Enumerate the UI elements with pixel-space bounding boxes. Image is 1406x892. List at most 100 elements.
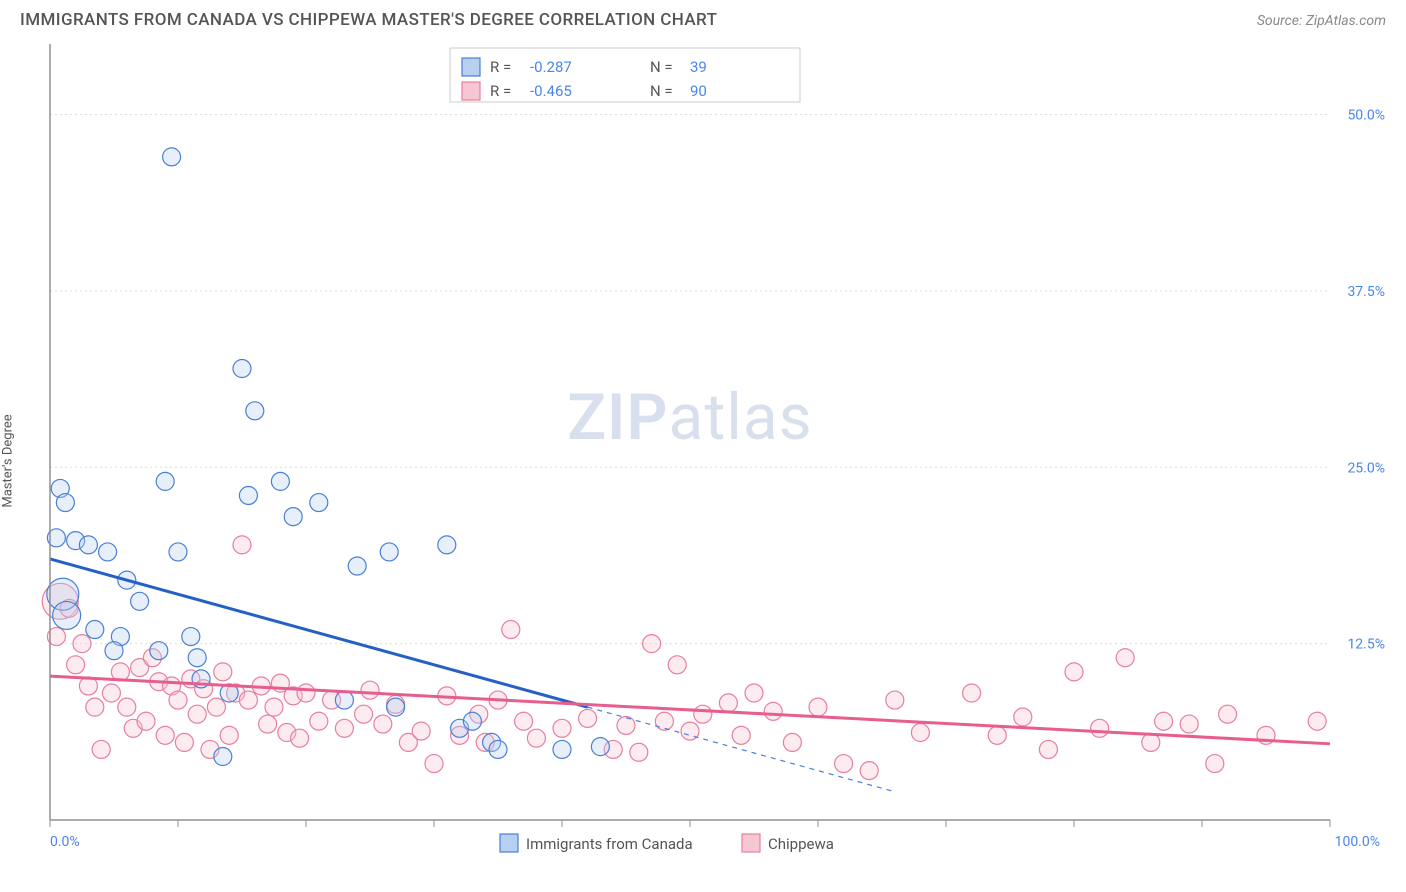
legend-swatch (500, 834, 518, 852)
plot-area: Master's Degree 12.5%25.0%37.5%50.0%ZIPa… (0, 34, 1406, 888)
data-point (86, 621, 104, 639)
data-point (79, 536, 97, 554)
data-point (374, 715, 392, 733)
data-point (553, 719, 571, 737)
data-point (643, 635, 661, 653)
data-point (764, 702, 782, 720)
data-point (489, 740, 507, 758)
legend-swatch (462, 82, 480, 100)
data-point (835, 755, 853, 773)
data-point (335, 719, 353, 737)
data-point (412, 722, 430, 740)
data-point (809, 698, 827, 716)
legend-n-label: N = (650, 58, 673, 76)
data-point (214, 748, 232, 766)
data-point (220, 726, 238, 744)
data-point (188, 705, 206, 723)
data-point (335, 691, 353, 709)
data-point (131, 592, 149, 610)
data-point (438, 536, 456, 554)
data-point (988, 726, 1006, 744)
data-point (361, 681, 379, 699)
data-point (169, 691, 187, 709)
data-point (1155, 712, 1173, 730)
data-point (99, 543, 117, 561)
data-point (860, 762, 878, 780)
legend-n-label: N = (650, 82, 673, 100)
data-point (1206, 755, 1224, 773)
data-point (291, 729, 309, 747)
data-point (150, 642, 168, 660)
data-point (214, 663, 232, 681)
data-point (169, 543, 187, 561)
legend-r-label: R = (490, 82, 511, 100)
data-point (246, 402, 264, 420)
data-point (163, 148, 181, 166)
legend-n-value: 39 (690, 58, 707, 76)
data-point (175, 733, 193, 751)
data-point (783, 733, 801, 751)
data-point (156, 472, 174, 490)
data-point (655, 712, 673, 730)
legend-series-label: Chippewa (768, 835, 834, 853)
legend-r-value: -0.287 (530, 58, 572, 76)
data-point (886, 691, 904, 709)
data-point (1091, 719, 1109, 737)
data-point (527, 729, 545, 747)
legend-r-label: R = (490, 58, 511, 76)
data-point (591, 738, 609, 756)
data-point (1116, 649, 1134, 667)
chart-header: IMMIGRANTS FROM CANADA VS CHIPPEWA MASTE… (0, 0, 1406, 34)
data-point (310, 712, 328, 730)
data-point (105, 642, 123, 660)
data-point (239, 486, 257, 504)
data-point (53, 601, 81, 629)
scatter-chart: 12.5%25.0%37.5%50.0%ZIPatlas0.0%100.0%R … (0, 34, 1406, 888)
data-point (1308, 712, 1326, 730)
legend-n-value: 90 (690, 82, 707, 100)
data-point (310, 494, 328, 512)
data-point (515, 712, 533, 730)
data-point (102, 684, 120, 702)
data-point (297, 684, 315, 702)
legend-swatch (742, 834, 760, 852)
data-point (348, 557, 366, 575)
y-tick-label: 25.0% (1347, 460, 1385, 476)
data-point (259, 715, 277, 733)
data-point (732, 726, 750, 744)
data-point (425, 755, 443, 773)
data-point (233, 536, 251, 554)
data-point (1039, 740, 1057, 758)
data-point (617, 716, 635, 734)
data-point (86, 698, 104, 716)
y-tick-label: 50.0% (1347, 108, 1385, 124)
data-point (719, 694, 737, 712)
data-point (579, 709, 597, 727)
data-point (233, 360, 251, 378)
data-point (1219, 705, 1237, 723)
data-point (284, 508, 302, 526)
data-point (92, 740, 110, 758)
data-point (118, 698, 136, 716)
data-point (668, 656, 686, 674)
data-point (271, 472, 289, 490)
data-point (73, 635, 91, 653)
data-point (502, 621, 520, 639)
data-point (745, 684, 763, 702)
y-tick-label: 12.5% (1347, 637, 1385, 653)
x-tick-label: 0.0% (50, 834, 80, 850)
data-point (553, 740, 571, 758)
data-point (265, 698, 283, 716)
legend-r-value: -0.465 (530, 82, 572, 100)
data-point (387, 698, 405, 716)
data-point (355, 705, 373, 723)
data-point (694, 705, 712, 723)
chart-source: Source: ZipAtlas.com (1257, 13, 1386, 29)
data-point (207, 698, 225, 716)
data-point (188, 649, 206, 667)
data-point (630, 743, 648, 761)
data-point (182, 628, 200, 646)
data-point (1014, 708, 1032, 726)
data-point (67, 656, 85, 674)
data-point (963, 684, 981, 702)
